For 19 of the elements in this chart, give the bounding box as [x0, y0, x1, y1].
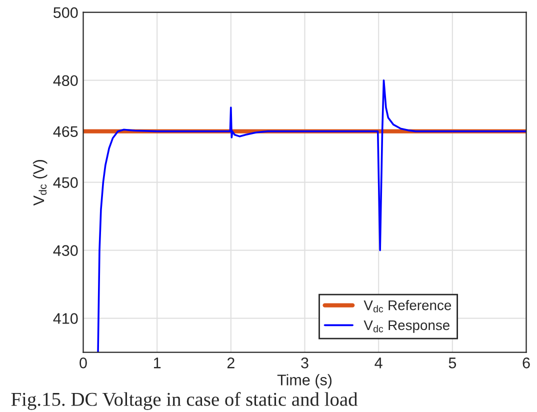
y-tick-label: 465 — [53, 126, 78, 138]
line-series — [97, 79, 526, 352]
x-axis-title: Time (s) — [277, 374, 332, 388]
x-tick-label: 6 — [522, 358, 530, 368]
x-tick-label: 0 — [80, 358, 87, 368]
x-tick-label: 2 — [227, 358, 234, 368]
caption: Fig.15. DC Voltage in case of static and load — [11, 392, 358, 410]
y-tick-label: 430 — [53, 245, 78, 256]
y-axis-title: V$_{dc}$ (V) — [32, 160, 48, 206]
legend-label: V$_{dc}$ Response — [364, 320, 450, 333]
x-tick-label: 3 — [301, 358, 308, 368]
y-tick-label: 450 — [53, 177, 78, 188]
y-tick-label: 410 — [53, 313, 78, 324]
y-tick-label: 480 — [53, 75, 78, 86]
x-tick-label: 5 — [448, 358, 456, 368]
x-tick-label: 4 — [374, 358, 382, 368]
legend-label: V$_{dc}$ Reference — [364, 300, 452, 312]
x-tick-label: 1 — [154, 358, 161, 368]
y-tick-label: 500 — [53, 7, 78, 18]
